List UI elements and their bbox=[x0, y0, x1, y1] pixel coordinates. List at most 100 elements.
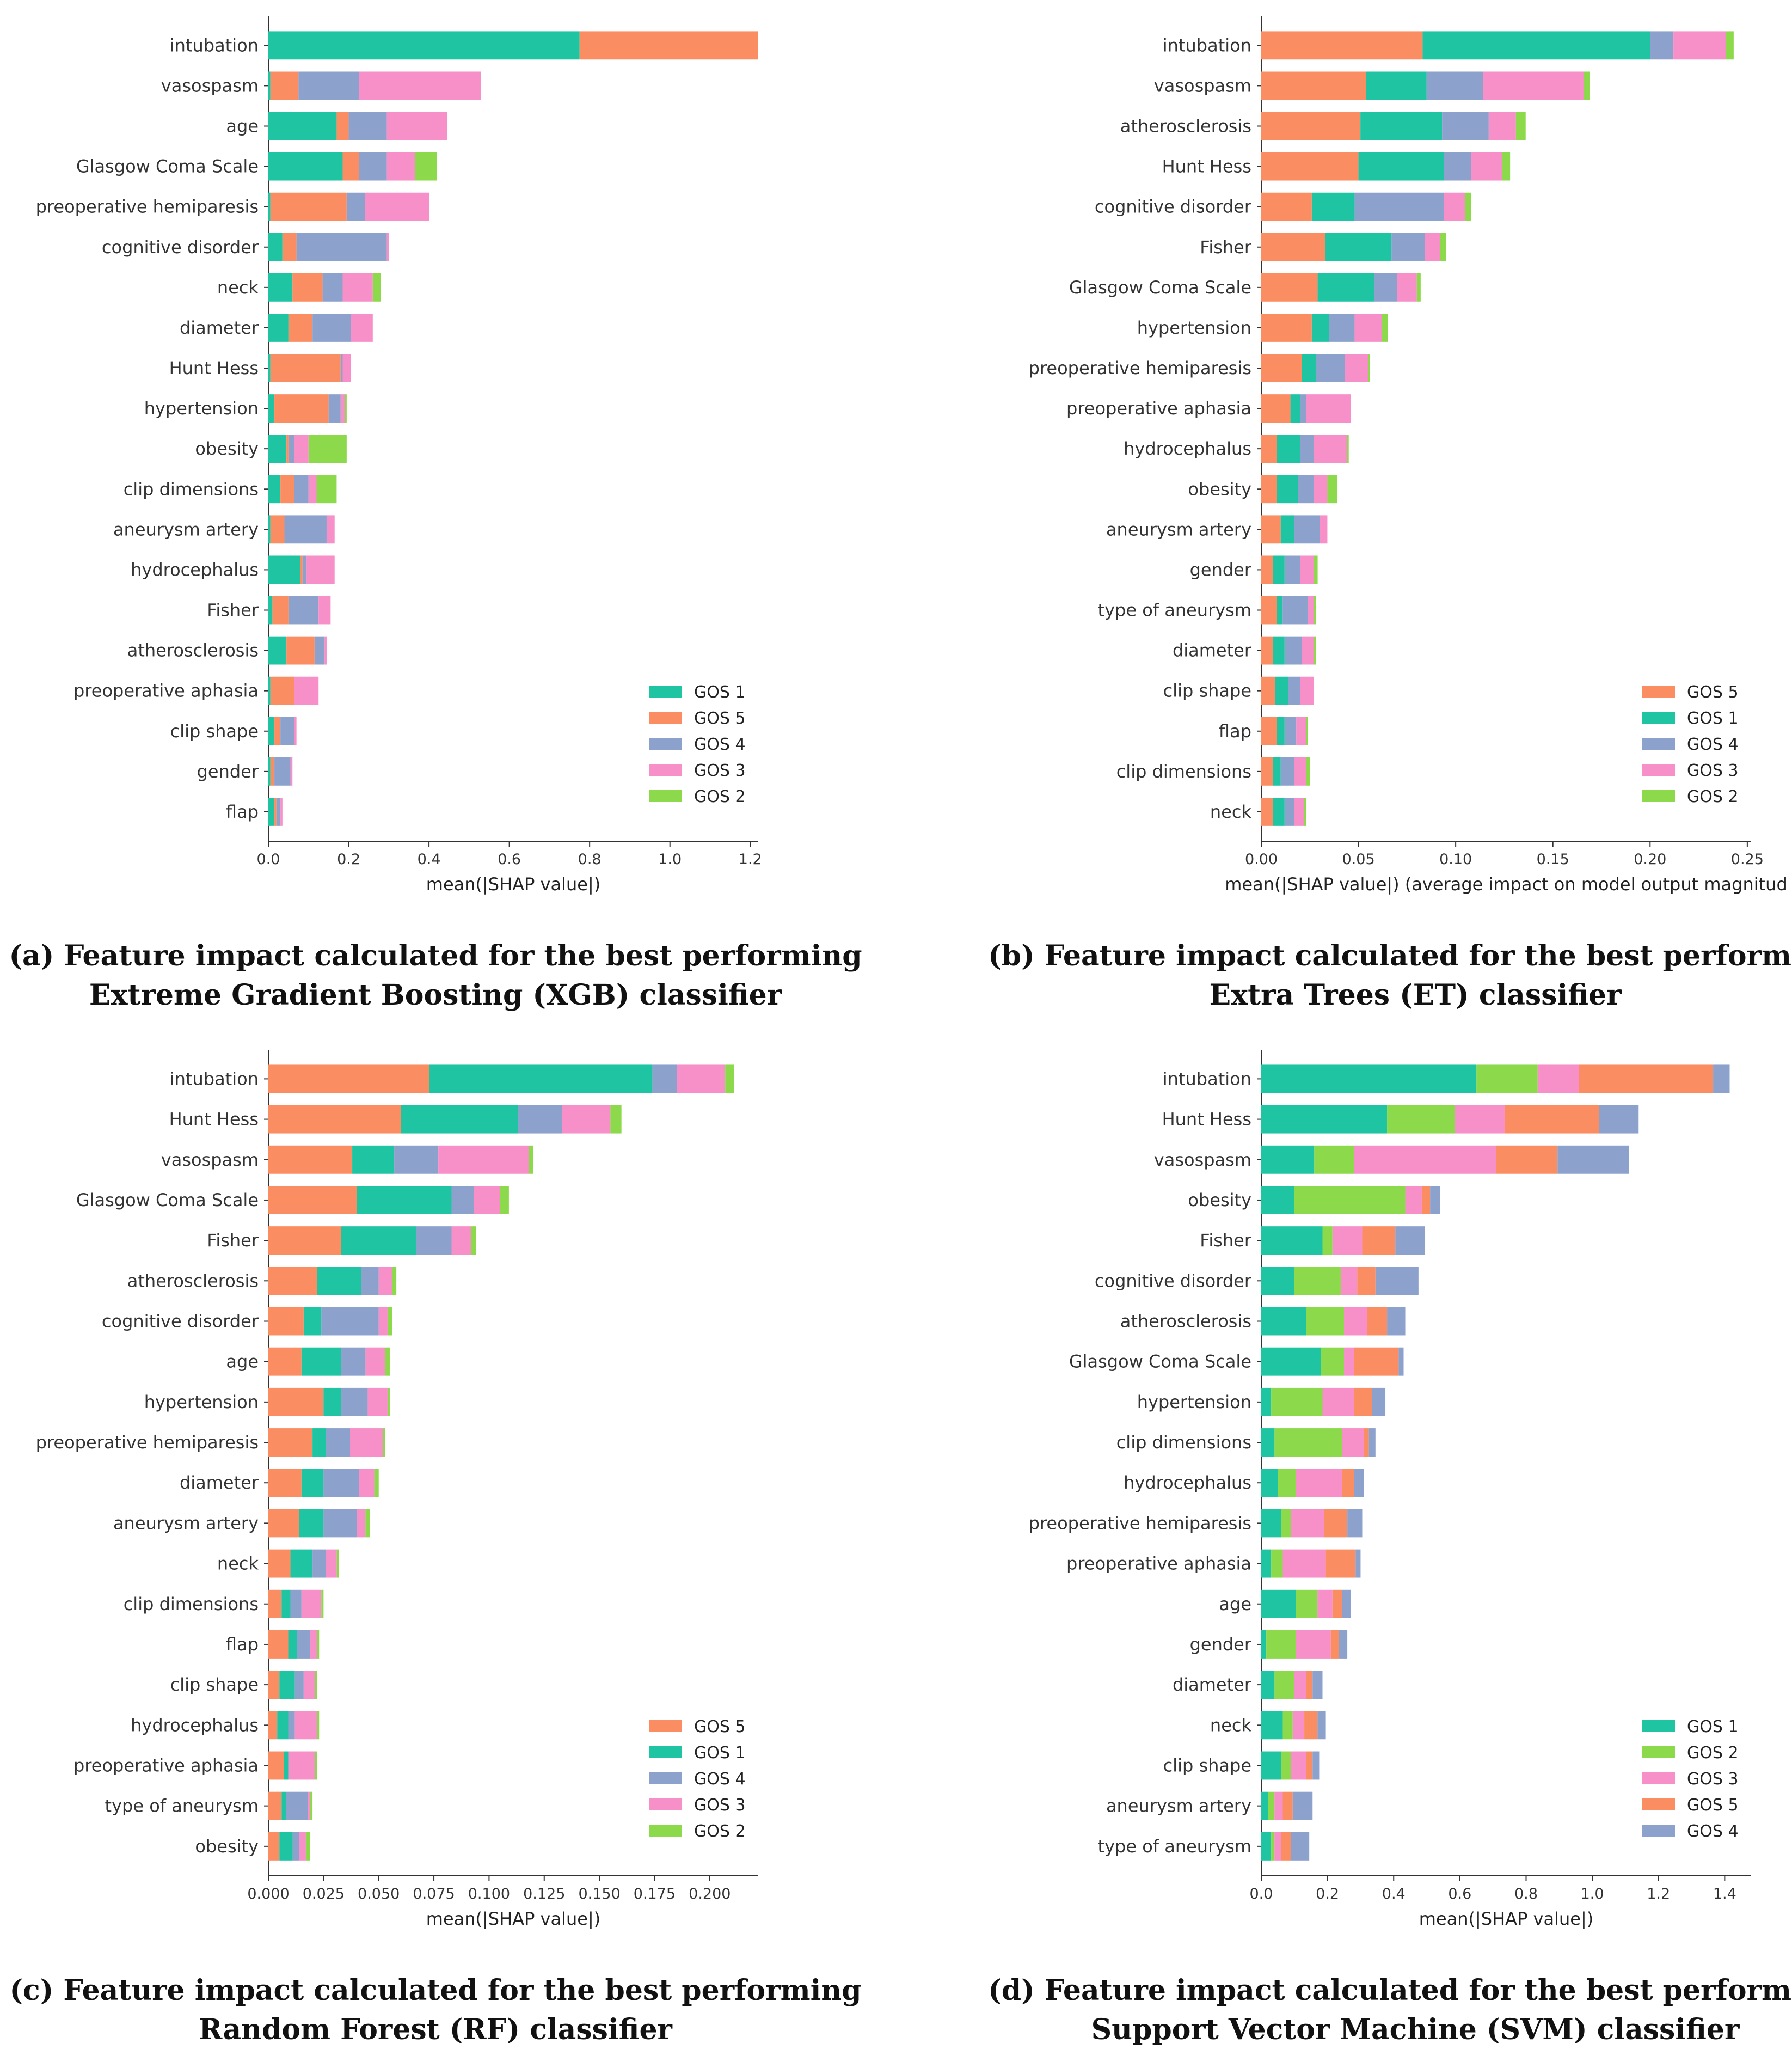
bar-gos-2-preoperative-hemiparesis bbox=[1281, 1509, 1291, 1538]
bar-gos-2-glasgow-coma-scale bbox=[1321, 1347, 1345, 1376]
bar-gos-1-atherosclerosis bbox=[1360, 112, 1443, 140]
bar-gos-4-clip-dimensions bbox=[294, 475, 309, 504]
bar-gos-2-neck bbox=[372, 273, 381, 302]
category-label: Hunt Hess bbox=[1162, 1109, 1251, 1130]
bar-gos-4-clip-shape bbox=[1288, 676, 1300, 705]
bar-gos-2-hypertension bbox=[1271, 1387, 1323, 1416]
bar-gos-3-hydrocephalus bbox=[1314, 435, 1347, 463]
bar-gos-2-vasospasm bbox=[1584, 71, 1590, 100]
x-tick-label: 0.2 bbox=[1316, 1886, 1339, 1902]
bar-gos-4-hydrocephalus bbox=[302, 555, 307, 584]
bar-gos-1-intubation bbox=[268, 31, 580, 60]
legend-label-gos-2: GOS 2 bbox=[694, 787, 746, 806]
bar-gos-4-hypertension bbox=[1329, 313, 1355, 342]
legend-swatch-gos-2 bbox=[649, 1825, 682, 1837]
bar-gos-3-type-of-aneurysm bbox=[1308, 596, 1314, 625]
bar-gos-4-flap bbox=[297, 1630, 311, 1659]
category-label: hypertension bbox=[1137, 1392, 1251, 1412]
bar-gos-1-neck bbox=[290, 1549, 313, 1578]
bar-gos-4-hydrocephalus bbox=[1300, 435, 1314, 463]
bar-gos-5-fisher bbox=[272, 596, 289, 625]
bar-gos-3-vasospasm bbox=[1354, 1145, 1496, 1174]
category-label: Hunt Hess bbox=[169, 358, 259, 378]
bar-gos-1-type-of-aneurysm bbox=[281, 1791, 286, 1820]
bar-gos-5-clip-dimensions bbox=[280, 475, 294, 504]
bar-gos-2-hydrocephalus bbox=[1347, 435, 1349, 463]
bar-gos-4-hunt-hess bbox=[1444, 152, 1471, 181]
x-tick-label: 1.4 bbox=[1713, 1886, 1736, 1902]
bar-gos-5-preoperative-aphasia bbox=[268, 1751, 284, 1780]
bar-gos-5-diameter bbox=[1306, 1671, 1313, 1699]
bar-gos-1-intubation bbox=[429, 1064, 653, 1093]
bar-gos-4-clip-dimensions bbox=[1280, 757, 1294, 786]
bar-gos-1-aneurysm-artery bbox=[1280, 515, 1294, 544]
bar-gos-3-preoperative-hemiparesis bbox=[1345, 354, 1368, 382]
bar-gos-3-hypertension bbox=[367, 1387, 388, 1416]
bar-gos-4-diameter bbox=[312, 313, 351, 342]
bar-gos-3-type-of-aneurysm bbox=[308, 1791, 311, 1820]
legend-label-gos-5: GOS 5 bbox=[694, 1717, 746, 1736]
bar-gos-4-fisher bbox=[1395, 1226, 1426, 1255]
bar-gos-5-type-of-aneurysm bbox=[1281, 1832, 1291, 1861]
bar-gos-3-gender bbox=[1300, 555, 1314, 584]
x-tick-label: 0.075 bbox=[413, 1886, 455, 1902]
bar-gos-2-vasospasm bbox=[529, 1145, 533, 1174]
bar-gos-3-hunt-hess bbox=[562, 1105, 611, 1134]
bar-gos-4-hunt-hess bbox=[1599, 1105, 1639, 1134]
bar-gos-3-atherosclerosis bbox=[324, 636, 327, 665]
category-label: intubation bbox=[170, 1068, 259, 1089]
bar-gos-2-diameter bbox=[374, 1469, 379, 1497]
bar-gos-4-intubation bbox=[1713, 1064, 1730, 1093]
bar-gos-3-clip-dimensions bbox=[308, 475, 317, 504]
caption-a-line-2: Extreme Gradient Boosting (XGB) classifi… bbox=[89, 978, 782, 1012]
bar-gos-3-hunt-hess bbox=[342, 354, 351, 382]
bar-gos-2-hypertension bbox=[345, 394, 347, 423]
category-label: intubation bbox=[1163, 35, 1251, 56]
bar-gos-2-cognitive-disorder bbox=[1294, 1267, 1341, 1295]
bar-gos-3-preoperative-hemiparesis bbox=[350, 1428, 383, 1457]
category-label: vasospasm bbox=[1154, 1149, 1251, 1170]
bar-gos-5-cognitive-disorder bbox=[282, 233, 297, 261]
bar-gos-2-hunt-hess bbox=[1387, 1105, 1455, 1134]
legend-swatch-gos-5 bbox=[649, 1720, 682, 1732]
bar-gos-4-age bbox=[341, 1347, 366, 1376]
category-label: vasospasm bbox=[161, 75, 259, 96]
x-axis-label: mean(|SHAP value|) bbox=[426, 874, 600, 895]
category-label: Fisher bbox=[207, 600, 259, 621]
bar-gos-4-clip-dimensions bbox=[290, 1589, 302, 1618]
bar-gos-1-clip-dimensions bbox=[1273, 757, 1281, 786]
x-tick-label: 1.0 bbox=[1581, 1886, 1604, 1902]
bar-gos-4-intubation bbox=[1650, 31, 1674, 60]
legend-label-gos-3: GOS 3 bbox=[1687, 761, 1739, 780]
bar-gos-2-glasgow-coma-scale bbox=[415, 152, 437, 181]
bar-gos-2-fisher bbox=[1440, 233, 1446, 261]
category-label: obesity bbox=[1188, 479, 1251, 499]
bar-gos-1-gender bbox=[1261, 1630, 1267, 1659]
bar-gos-1-neck bbox=[1273, 797, 1285, 826]
bar-gos-5-preoperative-hemiparesis bbox=[270, 192, 347, 221]
bar-gos-3-age bbox=[1317, 1589, 1333, 1618]
bar-gos-2-aneurysm-artery bbox=[1268, 1791, 1275, 1820]
bar-gos-3-gender bbox=[1296, 1630, 1331, 1659]
category-label: atherosclerosis bbox=[1120, 116, 1251, 137]
bar-gos-2-obesity bbox=[1327, 475, 1337, 504]
category-label: cognitive disorder bbox=[1095, 1270, 1252, 1291]
x-tick-label: 0.25 bbox=[1731, 851, 1764, 868]
bar-gos-3-cognitive-disorder bbox=[378, 1307, 388, 1336]
bar-gos-5-preoperative-aphasia bbox=[1261, 394, 1291, 423]
category-label: type of aneurysm bbox=[1098, 600, 1251, 621]
bar-gos-3-intubation bbox=[1537, 1064, 1579, 1093]
bar-gos-3-obesity bbox=[1405, 1185, 1422, 1214]
category-label: hypertension bbox=[144, 1392, 259, 1412]
bar-gos-5-vasospasm bbox=[1496, 1145, 1558, 1174]
legend-label-gos-5: GOS 5 bbox=[1687, 683, 1739, 702]
bar-gos-1-diameter bbox=[1273, 636, 1285, 665]
bar-gos-3-vasospasm bbox=[358, 71, 481, 100]
bar-gos-5-aneurysm-artery bbox=[1282, 1791, 1293, 1820]
category-label: Glasgow Coma Scale bbox=[1069, 277, 1251, 298]
chart-b: intubation vasospasm atherosclerosis Hunt H… bbox=[1029, 16, 1788, 895]
bar-gos-2-hunt-hess bbox=[610, 1105, 622, 1134]
bar-gos-1-hydrocephalus bbox=[277, 1711, 289, 1740]
legend-swatch-gos-3 bbox=[649, 764, 682, 776]
category-label: atherosclerosis bbox=[1120, 1311, 1251, 1331]
